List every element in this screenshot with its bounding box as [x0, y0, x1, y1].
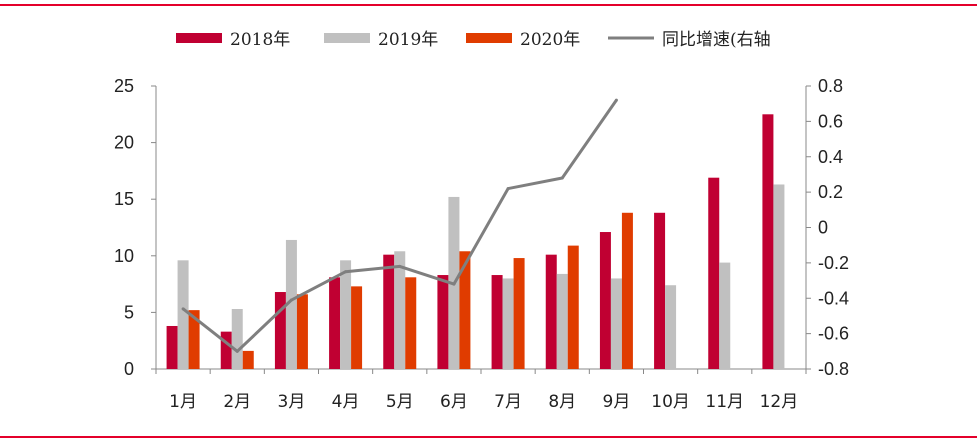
x-tick-label: 5月	[386, 392, 414, 412]
line-point-6月	[452, 282, 456, 286]
legend-label: 2019年	[378, 30, 438, 50]
bar-2020年-7月	[513, 258, 525, 369]
legend-item-1: 2019年	[324, 30, 438, 50]
right-tick-label: 0.8	[818, 76, 843, 96]
x-tick-label: 11月	[705, 392, 744, 412]
bar-2020年-5月	[405, 277, 417, 369]
right-tick-label: -0.4	[818, 288, 849, 308]
right-tick-label: 0.4	[818, 147, 843, 167]
right-tick-label: -0.2	[818, 253, 849, 273]
bar-2018年-11月	[708, 177, 720, 369]
bar-2019年-11月	[719, 262, 731, 369]
bar-2018年-8月	[545, 254, 557, 369]
bottom-rule	[0, 436, 977, 438]
bar-2020年-6月	[459, 251, 471, 369]
bar-2019年-2月	[231, 309, 243, 369]
top-rule	[0, 4, 977, 6]
bar-2018年-4月	[329, 277, 341, 369]
legend-swatch	[466, 33, 512, 43]
bar-2018年-10月	[654, 212, 666, 369]
bar-2018年-7月	[491, 275, 503, 369]
bar-2018年-1月	[166, 325, 178, 369]
bar-2018年-3月	[274, 292, 286, 369]
legend-label: 2020年	[520, 30, 580, 50]
legend-item-2: 2020年	[466, 30, 580, 50]
bar-2020年-2月	[242, 350, 254, 369]
bar-2019年-5月	[394, 251, 406, 369]
x-tick-label: 10月	[651, 392, 690, 412]
left-tick-label: 15	[114, 189, 134, 209]
left-y-axis: 0 5 10 15 20 25	[114, 76, 157, 379]
bar-2019年-3月	[285, 239, 297, 369]
bar-2018年-12月	[762, 114, 774, 369]
bar-2018年-5月	[383, 254, 395, 369]
line-point-1月	[181, 307, 185, 311]
bar-2019年-8月	[556, 273, 568, 369]
growth-line-series	[181, 98, 618, 353]
x-tick-label: 2月	[223, 392, 251, 412]
legend-label: 同比增速(右轴	[662, 30, 771, 50]
left-tick-label: 10	[114, 246, 134, 266]
x-tick-label: 1月	[169, 392, 197, 412]
bar-2019年-7月	[502, 278, 514, 369]
bar-2020年-9月	[621, 212, 633, 369]
right-tick-label: -0.8	[818, 359, 849, 379]
right-tick-label: -0.6	[818, 324, 849, 344]
line-point-7月	[506, 187, 510, 191]
x-tick-label: 3月	[278, 392, 306, 412]
left-tick-label: 0	[124, 359, 134, 379]
right-y-axis: -0.8 -0.6 -0.4 -0.2 0 0.2 0.4 0.6 0.8	[805, 76, 849, 379]
bar-2018年-6月	[437, 275, 449, 369]
chart-legend: 2018年 2019年 2020年 同比增速(右轴	[176, 30, 771, 50]
right-tick-label: 0.6	[818, 111, 843, 131]
x-axis: 1月 2月 3月 4月 5月 6月 7月 8月 9月 10月 11月 12月	[155, 368, 807, 412]
bar-2020年-1月	[188, 310, 200, 369]
bar-2019年-12月	[773, 184, 785, 369]
x-tick-label: 9月	[603, 392, 631, 412]
x-tick-label: 4月	[332, 392, 360, 412]
left-tick-label: 25	[114, 76, 134, 96]
bar-2019年-9月	[610, 278, 622, 369]
line-point-9月	[614, 98, 618, 102]
legend-item-3: 同比增速(右轴	[608, 30, 771, 50]
line-point-5月	[398, 264, 402, 268]
legend-item-0: 2018年	[176, 30, 290, 50]
x-tick-label: 6月	[440, 392, 468, 412]
left-tick-label: 20	[114, 133, 134, 153]
legend-swatch	[176, 33, 222, 43]
line-point-8月	[560, 176, 564, 180]
x-tick-label: 12月	[760, 392, 799, 412]
left-tick-label: 5	[124, 302, 134, 322]
right-tick-label: 0	[818, 218, 828, 238]
legend-label: 2018年	[230, 30, 290, 50]
x-tick-label: 8月	[548, 392, 576, 412]
bar-2018年-2月	[220, 331, 232, 369]
line-point-3月	[289, 298, 293, 302]
bar-2018年-9月	[599, 232, 611, 369]
x-tick-label: 7月	[494, 392, 522, 412]
bar-2020年-4月	[351, 286, 363, 369]
bar-2019年-1月	[177, 260, 189, 369]
line-point-4月	[344, 270, 348, 274]
legend-swatch	[324, 33, 370, 43]
bar-2019年-4月	[340, 260, 352, 369]
bar-series	[166, 114, 785, 369]
bar-2019年-10月	[665, 285, 677, 369]
line-point-2月	[235, 349, 239, 353]
bar-2020年-8月	[567, 245, 579, 369]
bar-2020年-3月	[296, 294, 308, 369]
right-tick-label: 0.2	[818, 182, 843, 202]
